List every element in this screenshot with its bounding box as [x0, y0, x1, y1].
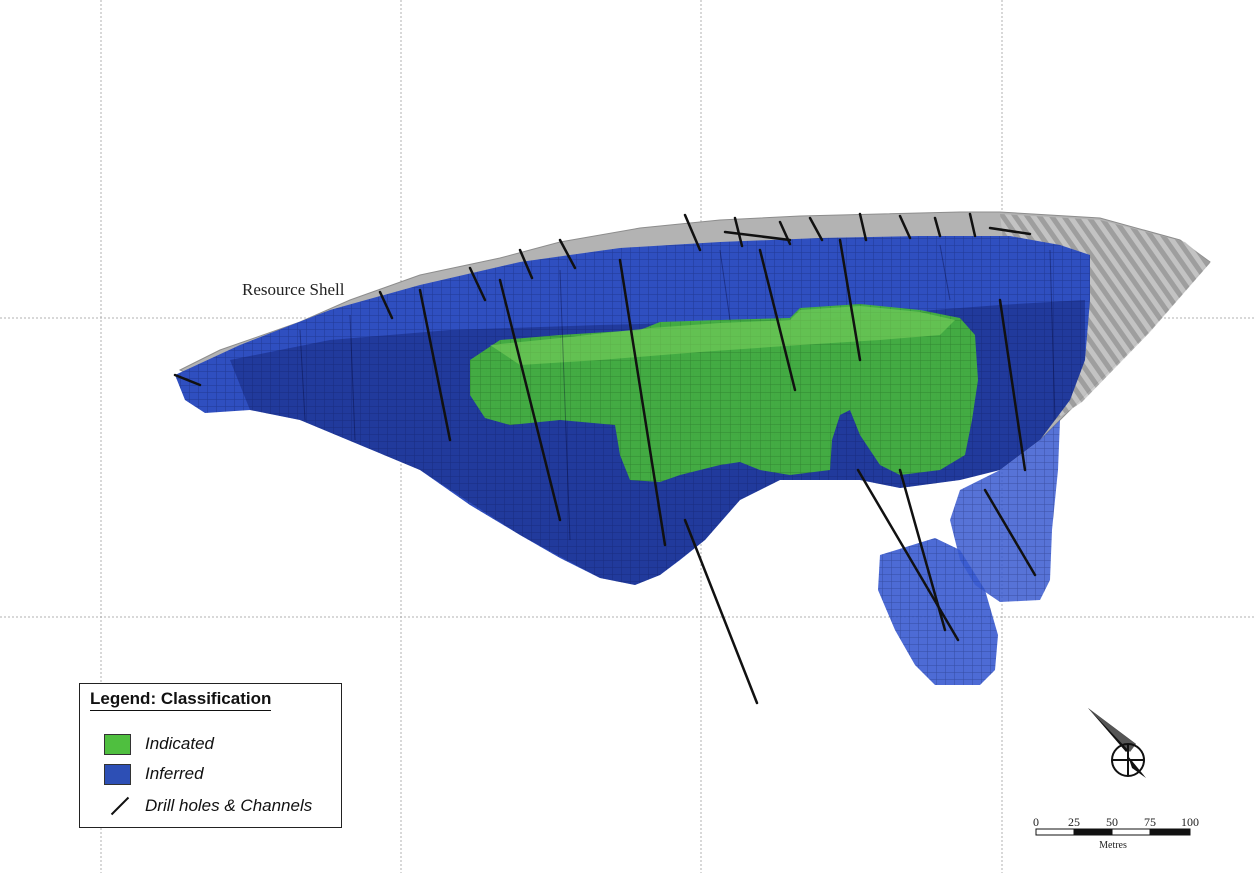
scale-tick-100: 100 — [1181, 815, 1199, 829]
drill-hole — [518, 248, 534, 280]
block-columns — [299, 244, 1056, 541]
legend-label-indicated: Indicated — [145, 734, 214, 753]
legend-title: Legend: Classification — [90, 689, 272, 711]
legend: Legend: Classification Indicated Inferre… — [79, 683, 342, 828]
drill-hole — [733, 216, 744, 248]
legend-label-drill-holes: Drill holes & Channels — [145, 796, 313, 815]
drill-hole — [683, 213, 702, 252]
drill-hole — [618, 258, 667, 547]
drill-hole — [968, 212, 977, 238]
inferred-pod — [878, 538, 998, 685]
drill-hole — [418, 288, 452, 442]
drill-hole — [683, 518, 759, 705]
drill-hole — [838, 238, 862, 362]
drill-hole — [498, 278, 562, 522]
legend-item-drill-holes: Drill holes & Channels — [104, 794, 312, 818]
drill-hole — [988, 226, 1032, 236]
inferred-swatch — [104, 763, 131, 785]
scale-unit: Metres — [1099, 840, 1127, 851]
drill-hole — [723, 230, 792, 242]
indicated-swatch — [104, 733, 131, 755]
resource-shell-label: Resource Shell — [242, 280, 345, 299]
scale-tick-25: 25 — [1068, 815, 1080, 829]
legend-item-inferred: Inferred — [104, 762, 204, 786]
scale-tick-0: 0 — [1033, 815, 1039, 829]
drill-hole — [898, 214, 912, 240]
scale-tick-75: 75 — [1144, 815, 1156, 829]
north-arrow-icon — [1088, 708, 1146, 778]
drill-hole — [933, 216, 942, 238]
drill-hole — [173, 373, 202, 387]
legend-item-indicated: Indicated — [104, 732, 214, 756]
drill-hole — [856, 468, 960, 642]
scale-bar: 0 25 50 75 100 Metres — [1033, 815, 1199, 851]
drill-holes — [173, 212, 1037, 705]
drill-hole — [898, 468, 947, 632]
drill-hole — [558, 238, 577, 270]
drill-hole — [808, 216, 824, 242]
drill-hole — [983, 488, 1037, 577]
legend-label-inferred: Inferred — [145, 764, 204, 783]
scale-tick-50: 50 — [1106, 815, 1118, 829]
drill-hole-line-icon — [104, 794, 131, 818]
drill-hole — [858, 212, 868, 242]
indicated-body — [470, 304, 978, 482]
drill-hole — [998, 298, 1027, 472]
drill-hole — [468, 266, 487, 302]
drill-hole — [378, 290, 394, 320]
drill-hole — [758, 248, 797, 392]
